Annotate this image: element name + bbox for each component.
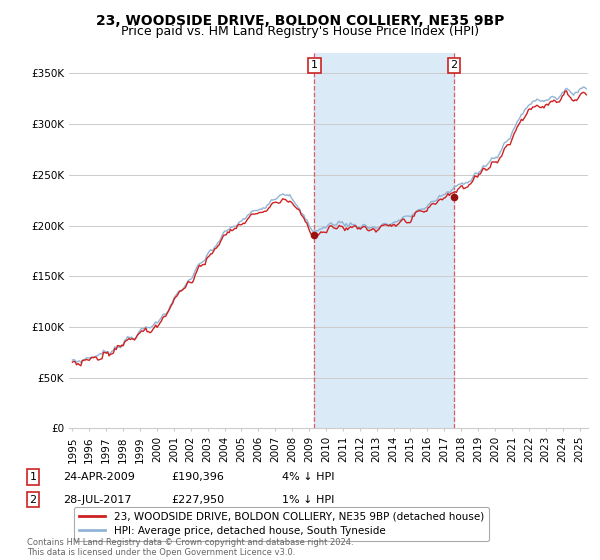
Bar — [314, 53, 454, 428]
Text: 1: 1 — [311, 60, 318, 71]
Text: 1% ↓ HPI: 1% ↓ HPI — [282, 494, 334, 505]
Text: 2: 2 — [29, 494, 37, 505]
Text: 24-APR-2009: 24-APR-2009 — [63, 472, 135, 482]
Text: Contains HM Land Registry data © Crown copyright and database right 2024.
This d: Contains HM Land Registry data © Crown c… — [27, 538, 353, 557]
Text: 1: 1 — [29, 472, 37, 482]
Text: Price paid vs. HM Land Registry's House Price Index (HPI): Price paid vs. HM Land Registry's House … — [121, 25, 479, 38]
Text: 2: 2 — [451, 60, 458, 71]
Text: 28-JUL-2017: 28-JUL-2017 — [63, 494, 131, 505]
Text: 4% ↓ HPI: 4% ↓ HPI — [282, 472, 335, 482]
Text: £190,396: £190,396 — [171, 472, 224, 482]
Text: £227,950: £227,950 — [171, 494, 224, 505]
Legend: 23, WOODSIDE DRIVE, BOLDON COLLIERY, NE35 9BP (detached house), HPI: Average pri: 23, WOODSIDE DRIVE, BOLDON COLLIERY, NE3… — [74, 507, 489, 542]
Text: 23, WOODSIDE DRIVE, BOLDON COLLIERY, NE35 9BP: 23, WOODSIDE DRIVE, BOLDON COLLIERY, NE3… — [96, 14, 504, 28]
